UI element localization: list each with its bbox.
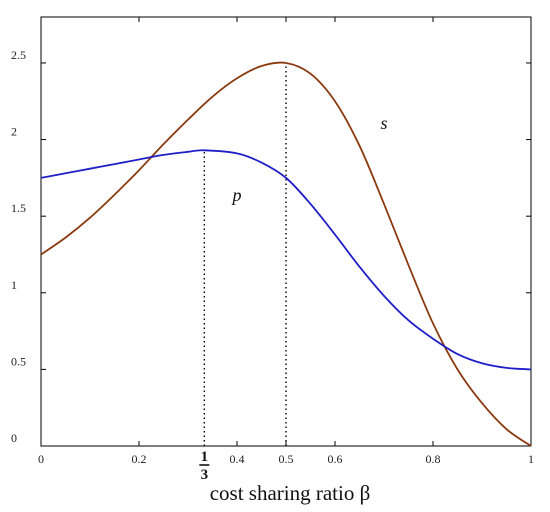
fraction-tick-denominator: 3 — [201, 467, 209, 483]
dotted-guides — [203, 62, 287, 446]
series-line-s — [40, 61, 532, 447]
y-tick-label: 1 — [11, 278, 17, 292]
series-line-p — [40, 149, 532, 371]
plot-frame — [40, 16, 532, 447]
series-lines — [40, 61, 532, 447]
x-tick-label: 0.5 — [279, 452, 294, 466]
y-tick-label: 2 — [11, 125, 17, 139]
fraction-tick-numerator: 1 — [201, 449, 209, 465]
y-tick-label: 0.5 — [11, 354, 26, 368]
x-tick-label: 0.4 — [230, 452, 245, 466]
tick-labels: 0 0.2 0.4 0.5 0.6 0.8 1 0 0.5 1 1.5 2 2.5 1 3 — [11, 48, 534, 483]
x-tick-label: 0 — [38, 452, 44, 466]
curve-label-p: p — [231, 185, 242, 205]
axis-ticks — [40, 17, 532, 447]
x-tick-label: 0.6 — [328, 452, 343, 466]
curve-label-s: s — [380, 113, 387, 133]
x-axis-label: cost sharing ratio β — [210, 481, 371, 505]
x-tick-label: 0.8 — [426, 452, 441, 466]
y-tick-label: 0 — [11, 431, 17, 445]
y-tick-label: 1.5 — [11, 201, 26, 215]
x-tick-label: 1 — [528, 452, 534, 466]
y-tick-label: 2.5 — [11, 48, 26, 62]
x-tick-label: 0.2 — [132, 452, 147, 466]
annotations: sp — [231, 113, 388, 205]
